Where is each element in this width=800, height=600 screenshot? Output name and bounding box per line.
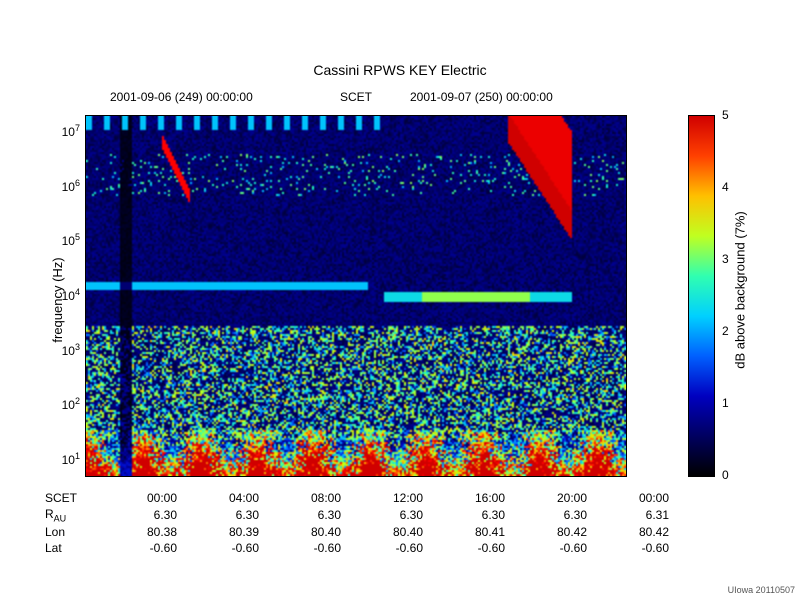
- plot-title: Cassini RPWS KEY Electric: [0, 62, 800, 78]
- colorbar: [688, 115, 715, 477]
- spectrogram-plot: [85, 115, 627, 477]
- watermark: UIowa 20110507: [728, 585, 795, 595]
- colorbar-label: dB above background (7%): [733, 190, 748, 390]
- x-axis-rows: SCET00:0004:0008:0012:0016:0020:0000:00R…: [45, 490, 669, 556]
- spectrogram-canvas: [86, 116, 626, 476]
- date-left: 2001-09-06 (249) 00:00:00: [110, 90, 253, 104]
- date-right: 2001-09-07 (250) 00:00:00: [410, 90, 553, 104]
- scet-label: SCET: [340, 90, 372, 104]
